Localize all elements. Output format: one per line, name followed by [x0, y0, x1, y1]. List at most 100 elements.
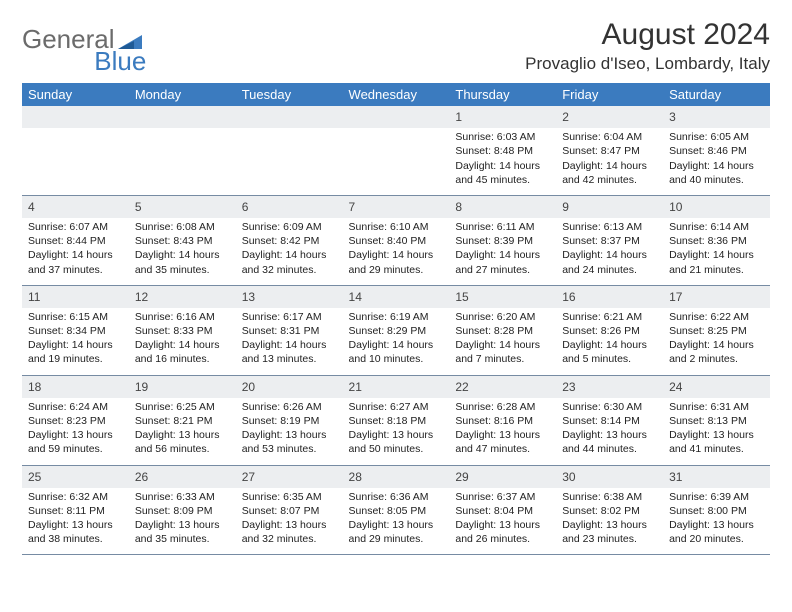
day-info-cell: Sunrise: 6:24 AMSunset: 8:23 PMDaylight:… — [22, 398, 129, 465]
day-info-cell: Sunrise: 6:16 AMSunset: 8:33 PMDaylight:… — [129, 308, 236, 375]
day-number-cell: 27 — [236, 465, 343, 488]
day-ss: Sunset: 8:28 PM — [455, 324, 550, 338]
weekday-header-row: Sunday Monday Tuesday Wednesday Thursday… — [22, 83, 770, 106]
day-d1: Daylight: 13 hours — [349, 518, 444, 532]
day-info-cell: Sunrise: 6:10 AMSunset: 8:40 PMDaylight:… — [343, 218, 450, 285]
day-info-cell: Sunrise: 6:21 AMSunset: 8:26 PMDaylight:… — [556, 308, 663, 375]
day-info-row: Sunrise: 6:15 AMSunset: 8:34 PMDaylight:… — [22, 308, 770, 375]
day-sr: Sunrise: 6:35 AM — [242, 490, 337, 504]
day-d1: Daylight: 13 hours — [28, 428, 123, 442]
day-sr: Sunrise: 6:04 AM — [562, 130, 657, 144]
day-d1: Daylight: 13 hours — [135, 518, 230, 532]
day-d1: Daylight: 14 hours — [349, 338, 444, 352]
day-d2: and 47 minutes. — [455, 442, 550, 456]
day-ss: Sunset: 8:16 PM — [455, 414, 550, 428]
day-d2: and 2 minutes. — [669, 352, 764, 366]
weekday-header: Friday — [556, 83, 663, 106]
day-d2: and 53 minutes. — [242, 442, 337, 456]
day-d2: and 7 minutes. — [455, 352, 550, 366]
day-ss: Sunset: 8:19 PM — [242, 414, 337, 428]
day-ss: Sunset: 8:39 PM — [455, 234, 550, 248]
day-sr: Sunrise: 6:24 AM — [28, 400, 123, 414]
day-d2: and 20 minutes. — [669, 532, 764, 546]
day-d1: Daylight: 13 hours — [242, 518, 337, 532]
day-ss: Sunset: 8:48 PM — [455, 144, 550, 158]
day-d1: Daylight: 14 hours — [562, 159, 657, 173]
day-sr: Sunrise: 6:03 AM — [455, 130, 550, 144]
day-d2: and 35 minutes. — [135, 532, 230, 546]
day-sr: Sunrise: 6:38 AM — [562, 490, 657, 504]
day-number-row: 45678910 — [22, 195, 770, 218]
day-sr: Sunrise: 6:31 AM — [669, 400, 764, 414]
day-sr: Sunrise: 6:14 AM — [669, 220, 764, 234]
day-d1: Daylight: 14 hours — [242, 248, 337, 262]
day-d1: Daylight: 13 hours — [455, 518, 550, 532]
day-ss: Sunset: 8:07 PM — [242, 504, 337, 518]
day-sr: Sunrise: 6:36 AM — [349, 490, 444, 504]
day-d1: Daylight: 13 hours — [242, 428, 337, 442]
day-sr: Sunrise: 6:22 AM — [669, 310, 764, 324]
day-d2: and 44 minutes. — [562, 442, 657, 456]
calendar-table: Sunday Monday Tuesday Wednesday Thursday… — [22, 83, 770, 555]
day-number-cell: 11 — [22, 285, 129, 308]
day-d1: Daylight: 13 hours — [669, 518, 764, 532]
day-d1: Daylight: 13 hours — [455, 428, 550, 442]
day-d2: and 50 minutes. — [349, 442, 444, 456]
day-info-cell: Sunrise: 6:13 AMSunset: 8:37 PMDaylight:… — [556, 218, 663, 285]
day-number-cell: 29 — [449, 465, 556, 488]
day-info-cell: Sunrise: 6:11 AMSunset: 8:39 PMDaylight:… — [449, 218, 556, 285]
day-ss: Sunset: 8:09 PM — [135, 504, 230, 518]
day-d2: and 56 minutes. — [135, 442, 230, 456]
day-sr: Sunrise: 6:09 AM — [242, 220, 337, 234]
day-sr: Sunrise: 6:08 AM — [135, 220, 230, 234]
day-sr: Sunrise: 6:13 AM — [562, 220, 657, 234]
day-d1: Daylight: 14 hours — [135, 338, 230, 352]
day-sr: Sunrise: 6:17 AM — [242, 310, 337, 324]
day-info-cell: Sunrise: 6:22 AMSunset: 8:25 PMDaylight:… — [663, 308, 770, 375]
day-d1: Daylight: 14 hours — [28, 338, 123, 352]
day-info-cell — [129, 128, 236, 195]
day-info-cell: Sunrise: 6:28 AMSunset: 8:16 PMDaylight:… — [449, 398, 556, 465]
day-d1: Daylight: 14 hours — [455, 248, 550, 262]
day-info-cell: Sunrise: 6:25 AMSunset: 8:21 PMDaylight:… — [129, 398, 236, 465]
day-info-cell: Sunrise: 6:32 AMSunset: 8:11 PMDaylight:… — [22, 488, 129, 555]
day-d2: and 13 minutes. — [242, 352, 337, 366]
day-sr: Sunrise: 6:26 AM — [242, 400, 337, 414]
day-d1: Daylight: 14 hours — [669, 338, 764, 352]
calendar-body: 123Sunrise: 6:03 AMSunset: 8:48 PMDaylig… — [22, 106, 770, 555]
day-number-cell: 15 — [449, 285, 556, 308]
day-sr: Sunrise: 6:11 AM — [455, 220, 550, 234]
day-number-row: 18192021222324 — [22, 375, 770, 398]
day-d2: and 29 minutes. — [349, 532, 444, 546]
day-sr: Sunrise: 6:27 AM — [349, 400, 444, 414]
day-sr: Sunrise: 6:05 AM — [669, 130, 764, 144]
day-info-cell: Sunrise: 6:04 AMSunset: 8:47 PMDaylight:… — [556, 128, 663, 195]
day-ss: Sunset: 8:33 PM — [135, 324, 230, 338]
day-ss: Sunset: 8:23 PM — [28, 414, 123, 428]
day-number-row: 11121314151617 — [22, 285, 770, 308]
day-ss: Sunset: 8:21 PM — [135, 414, 230, 428]
day-number-cell: 26 — [129, 465, 236, 488]
day-sr: Sunrise: 6:30 AM — [562, 400, 657, 414]
brand-part2: Blue — [94, 46, 146, 76]
day-d2: and 16 minutes. — [135, 352, 230, 366]
day-d1: Daylight: 13 hours — [28, 518, 123, 532]
day-sr: Sunrise: 6:15 AM — [28, 310, 123, 324]
day-number-cell: 10 — [663, 195, 770, 218]
day-ss: Sunset: 8:05 PM — [349, 504, 444, 518]
weekday-header: Thursday — [449, 83, 556, 106]
day-d2: and 32 minutes. — [242, 263, 337, 277]
day-number-cell: 23 — [556, 375, 663, 398]
day-number-cell: 25 — [22, 465, 129, 488]
day-info-cell: Sunrise: 6:39 AMSunset: 8:00 PMDaylight:… — [663, 488, 770, 555]
day-sr: Sunrise: 6:33 AM — [135, 490, 230, 504]
day-info-cell: Sunrise: 6:37 AMSunset: 8:04 PMDaylight:… — [449, 488, 556, 555]
day-d2: and 35 minutes. — [135, 263, 230, 277]
day-info-cell: Sunrise: 6:36 AMSunset: 8:05 PMDaylight:… — [343, 488, 450, 555]
day-info-cell — [343, 128, 450, 195]
day-d1: Daylight: 13 hours — [562, 428, 657, 442]
day-d2: and 38 minutes. — [28, 532, 123, 546]
day-number-cell: 13 — [236, 285, 343, 308]
day-info-row: Sunrise: 6:32 AMSunset: 8:11 PMDaylight:… — [22, 488, 770, 555]
day-number-row: 25262728293031 — [22, 465, 770, 488]
